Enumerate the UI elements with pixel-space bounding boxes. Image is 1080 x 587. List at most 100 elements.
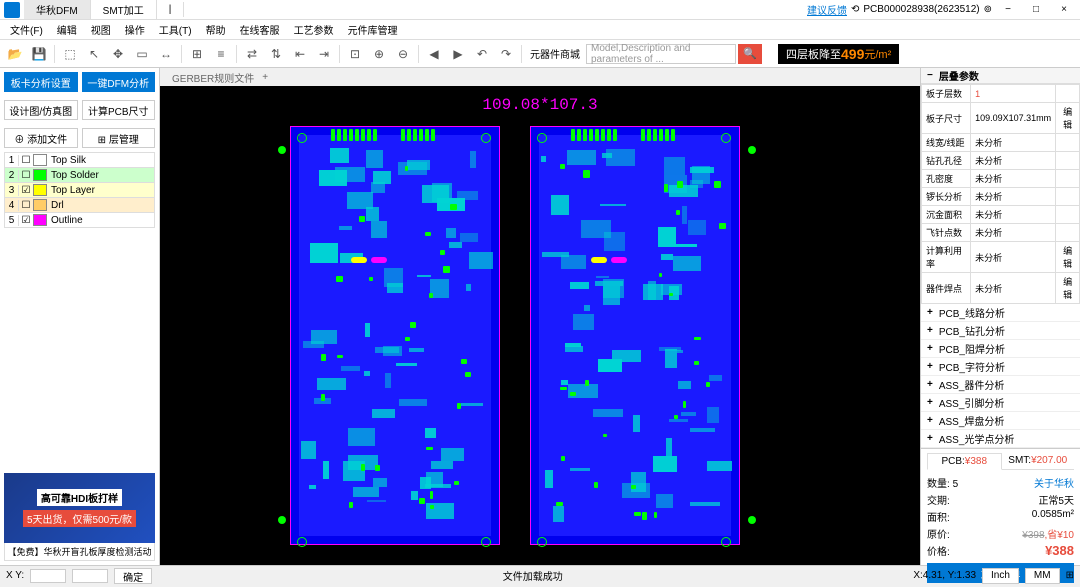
layer-row[interactable]: 2☐ Top Solder (4, 167, 155, 183)
close-button[interactable]: × (1052, 4, 1076, 15)
menu-file[interactable]: 文件(F) (4, 20, 49, 39)
design-sim-button[interactable]: 设计图/仿真图 (4, 100, 78, 120)
flip-h-icon[interactable]: ⇄ (241, 43, 263, 65)
add-file-button[interactable]: ⊕ 添加文件 (4, 128, 78, 148)
flip-v-icon[interactable]: ⇅ (265, 43, 287, 65)
align-l-icon[interactable]: ⇤ (289, 43, 311, 65)
param-row: 计算利用率未分析编辑 (922, 242, 1080, 273)
minimize-button[interactable]: − (996, 4, 1020, 15)
menu-operate[interactable]: 操作 (119, 20, 151, 39)
zoom-in-icon[interactable]: ⊕ (368, 43, 390, 65)
layer-row[interactable]: 5☑ Outline (4, 212, 155, 228)
menu-view[interactable]: 视图 (85, 20, 117, 39)
layer-row[interactable]: 1☐ Top Silk (4, 152, 155, 168)
param-row: 孔密度未分析 (922, 170, 1080, 188)
param-row: 沉金面积未分析 (922, 206, 1080, 224)
pcb-dimensions: 109.08*107.3 (482, 96, 597, 114)
menu-edit[interactable]: 编辑 (51, 20, 83, 39)
xy-label: X Y: (6, 570, 24, 581)
param-row: 板子层数1 (922, 85, 1080, 103)
param-row: 锣长分析未分析 (922, 188, 1080, 206)
open-icon[interactable]: 📂 (4, 43, 26, 65)
statusbar: X Y: 确定 文件加载成功 X:4.31, Y:1.33 Inch MM ⊞ (0, 565, 1080, 585)
promo-card[interactable]: 高可靠HDI板打样 5天出货，仅需500元/款 【免费】华秋开盲孔板厚度检测活动 (4, 473, 155, 561)
layer-row[interactable]: 4☐ Drl (4, 197, 155, 213)
analysis-item[interactable]: PCB_线路分析 (921, 304, 1080, 322)
menu-process[interactable]: 工艺参数 (288, 20, 340, 39)
align-r-icon[interactable]: ⇥ (313, 43, 335, 65)
pointer-icon[interactable]: ↖ (83, 43, 105, 65)
select-icon[interactable]: ⬚ (59, 43, 81, 65)
search-button[interactable]: 🔍 (738, 44, 762, 64)
add-tab-icon[interactable]: + (262, 72, 268, 83)
menu-library[interactable]: 元件库管理 (342, 20, 404, 39)
price-tab-smt[interactable]: SMT:¥207.00 (1002, 453, 1075, 469)
param-row: 钻孔孔径未分析 (922, 152, 1080, 170)
undo-icon[interactable]: ↶ (471, 43, 493, 65)
layer-list: 1☐ Top Silk 2☐ Top Solder 3☑ Top Layer 4… (0, 152, 159, 227)
param-row: 飞针点数未分析 (922, 224, 1080, 242)
param-row: 板子尺寸109.09X107.31mm编辑 (922, 103, 1080, 134)
calc-size-button[interactable]: 计算PCB尺寸 (82, 100, 156, 120)
canvas-area: GERBER规则文件 + 109.08*107.3 (160, 68, 920, 565)
grid-icon[interactable]: ⊞ (186, 43, 208, 65)
expand-icon[interactable]: ⊞ (1066, 570, 1074, 581)
layer-mgmt-button[interactable]: ⊞ 层管理 (82, 128, 156, 148)
param-header[interactable]: 层叠参数 (921, 68, 1080, 84)
left-panel: 板卡分析设置 一键DFM分析 设计图/仿真图 计算PCB尺寸 ⊕ 添加文件 ⊞ … (0, 68, 160, 565)
tab-smt[interactable]: SMT加工 (91, 0, 157, 19)
menu-support[interactable]: 在线客服 (234, 20, 286, 39)
feedback-link[interactable]: 建议反馈 (807, 2, 847, 17)
search-label: 元器件商城 (530, 46, 580, 61)
param-row: 线宽/线距未分析 (922, 134, 1080, 152)
promo-banner[interactable]: 四层板降至499元/m² (778, 44, 899, 64)
confirm-button[interactable]: 确定 (114, 568, 152, 584)
redo-icon[interactable]: ↷ (495, 43, 517, 65)
menu-help[interactable]: 帮助 (200, 20, 232, 39)
y-input[interactable] (72, 569, 108, 583)
tab-dfm[interactable]: 华秋DFM (24, 0, 91, 19)
pcb-canvas[interactable]: 109.08*107.3 (160, 86, 920, 565)
titlebar: 华秋DFM SMT加工 | 建议反馈 ⟲ PCB000028938(262351… (0, 0, 1080, 20)
analysis-item[interactable]: PCB_钻孔分析 (921, 322, 1080, 340)
inch-button[interactable]: Inch (982, 568, 1019, 584)
rect-icon[interactable]: ▭ (131, 43, 153, 65)
layers-icon[interactable]: ≡ (210, 43, 232, 65)
canvas-tab[interactable]: GERBER规则文件 (164, 70, 262, 85)
pcb-id: PCB000028938(2623512) (863, 4, 979, 15)
tab-separator: | (157, 2, 185, 17)
coords-display: X:4.31, Y:1.33 (913, 570, 976, 581)
toolbar: 📂 💾 ⬚ ↖ ✥ ▭ ↔ ⊞ ≡ ⇄ ⇅ ⇤ ⇥ ⊡ ⊕ ⊖ ◀ ▶ ↶ ↷ … (0, 40, 1080, 68)
zoom-fit-icon[interactable]: ⊡ (344, 43, 366, 65)
menubar: 文件(F) 编辑 视图 操作 工具(T) 帮助 在线客服 工艺参数 元件库管理 (0, 20, 1080, 40)
analysis-item[interactable]: ASS_器件分析 (921, 376, 1080, 394)
zoom-out-icon[interactable]: ⊖ (392, 43, 414, 65)
price-box: PCB:¥388 SMT:¥207.00 数量: 5关于华秋 交期:正常5天 面… (921, 448, 1080, 587)
param-row: 器件焊点未分析编辑 (922, 273, 1080, 304)
dfm-analysis-button[interactable]: 一键DFM分析 (82, 72, 156, 92)
app-icon (4, 2, 20, 18)
search-input[interactable]: Model,Description and parameters of ... (586, 44, 736, 64)
next-icon[interactable]: ▶ (447, 43, 469, 65)
sync-icon[interactable]: ⊚ (984, 4, 992, 15)
about-link[interactable]: 关于华秋 (1034, 475, 1074, 490)
analysis-item[interactable]: ASS_引脚分析 (921, 394, 1080, 412)
prev-icon[interactable]: ◀ (423, 43, 445, 65)
move-icon[interactable]: ✥ (107, 43, 129, 65)
param-table: 板子层数1板子尺寸109.09X107.31mm编辑线宽/线距未分析钻孔孔径未分… (921, 84, 1080, 304)
maximize-button[interactable]: □ (1024, 4, 1048, 15)
refresh-icon[interactable]: ⟲ (851, 4, 859, 15)
x-input[interactable] (30, 569, 66, 583)
status-message: 文件加载成功 (503, 568, 563, 583)
layer-row[interactable]: 3☑ Top Layer (4, 182, 155, 198)
analysis-item[interactable]: ASS_焊盘分析 (921, 412, 1080, 430)
analysis-item[interactable]: ASS_光学点分析 (921, 430, 1080, 448)
analysis-item[interactable]: PCB_字符分析 (921, 358, 1080, 376)
price-tab-pcb[interactable]: PCB:¥388 (927, 453, 1002, 470)
analysis-item[interactable]: PCB_阻焊分析 (921, 340, 1080, 358)
mm-button[interactable]: MM (1025, 568, 1060, 584)
measure-icon[interactable]: ↔ (155, 43, 177, 65)
save-icon[interactable]: 💾 (28, 43, 50, 65)
menu-tools[interactable]: 工具(T) (153, 20, 198, 39)
analysis-settings-button[interactable]: 板卡分析设置 (4, 72, 78, 92)
